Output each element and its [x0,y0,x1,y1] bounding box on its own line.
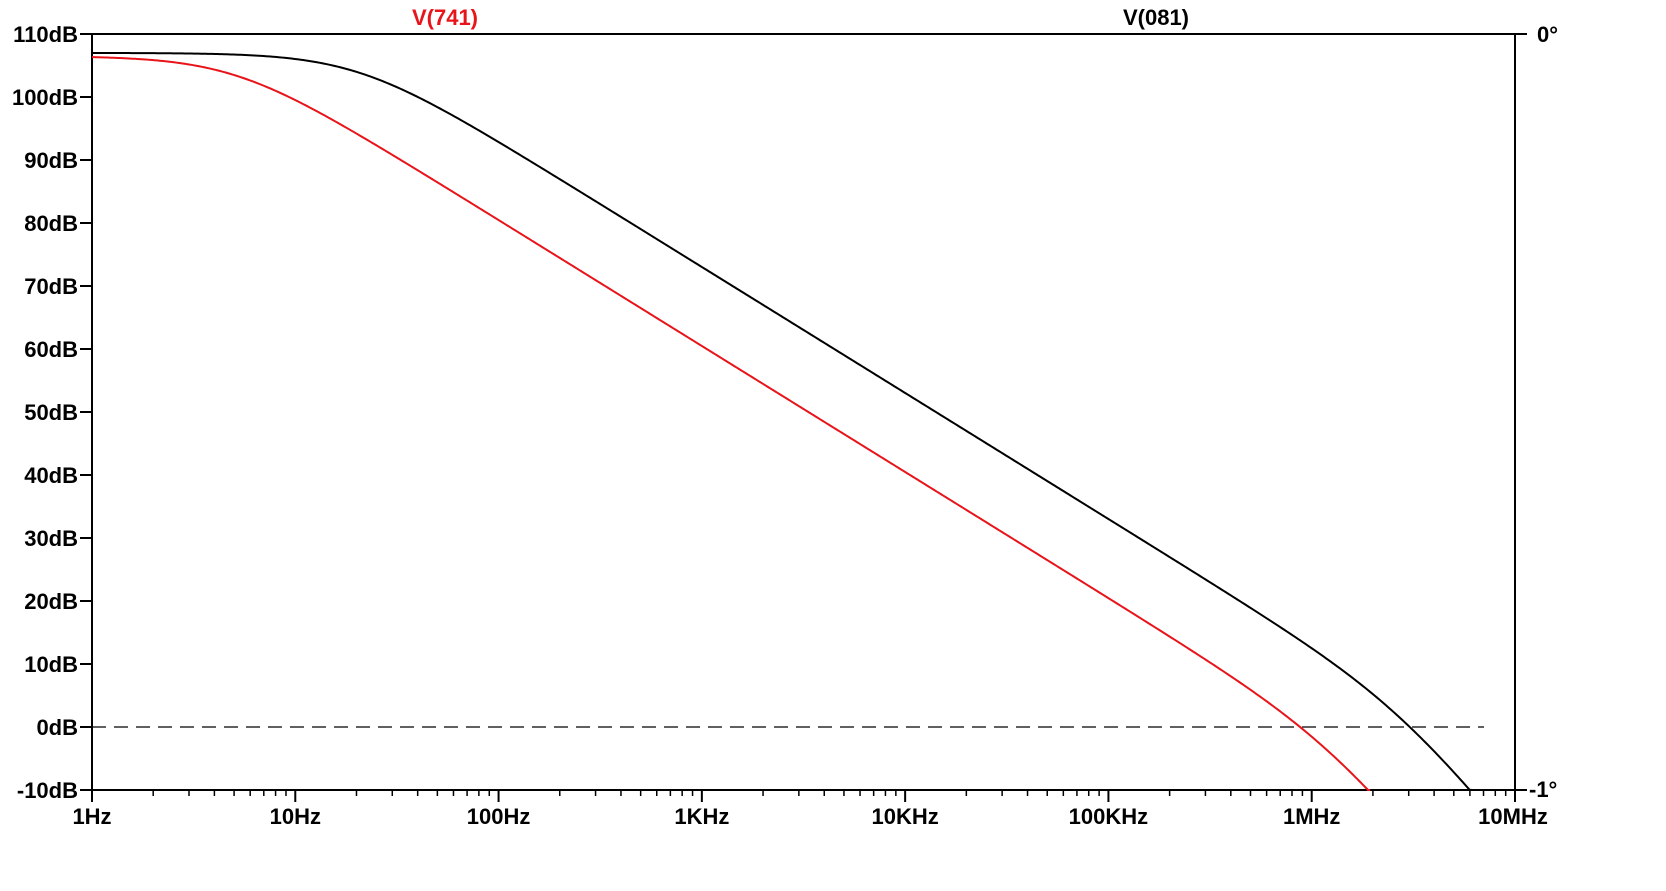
plot-area-frame [91,33,1516,791]
y-tick-label: 40dB [24,463,78,488]
y-tick-label: 100dB [12,85,78,110]
x-tick-label: 1KHz [674,804,729,829]
x-axis-minor-ticks [152,790,1507,796]
y-tick-label: -10dB [17,778,78,803]
x-tick-label: 10MHz [1478,804,1548,829]
y-tick-label: 80dB [24,211,78,236]
x-axis-ticks: 1Hz 10Hz 100Hz 1KHz 10KHz 100KHz 1MHz 10MHz [72,790,1548,829]
y-tick-label: 0dB [36,715,78,740]
right-axis-top-label: 0° [1537,22,1558,47]
y-tick-label: 10dB [24,652,78,677]
y-tick-label: 90dB [24,148,78,173]
y-tick-label: 30dB [24,526,78,551]
x-tick-label: 1Hz [72,804,111,829]
series-line-v741 [91,56,1371,791]
x-tick-label: 100KHz [1069,804,1148,829]
series-line-v081 [92,51,1473,791]
y-tick-label: 110dB [13,22,78,47]
legend-v081: V(081) [1123,5,1189,30]
x-tick-label: 1MHz [1283,804,1340,829]
y-tick-label: 70dB [24,274,78,299]
x-tick-label: 100Hz [467,804,531,829]
x-tick-label: 10Hz [270,804,321,829]
y-axis-ticks: 110dB 100dB 90dB 80dB 70dB 60dB 50dB 40dB 30dB 20… [12,22,92,803]
legend-v741: V(741) [412,5,478,30]
y-tick-label: 50dB [24,400,78,425]
x-tick-label: 10KHz [872,804,939,829]
series-lines [91,51,1473,791]
right-axis-bottom-label: -1° [1529,777,1557,802]
y-tick-label: 20dB [24,589,78,614]
y-tick-label: 60dB [24,337,78,362]
